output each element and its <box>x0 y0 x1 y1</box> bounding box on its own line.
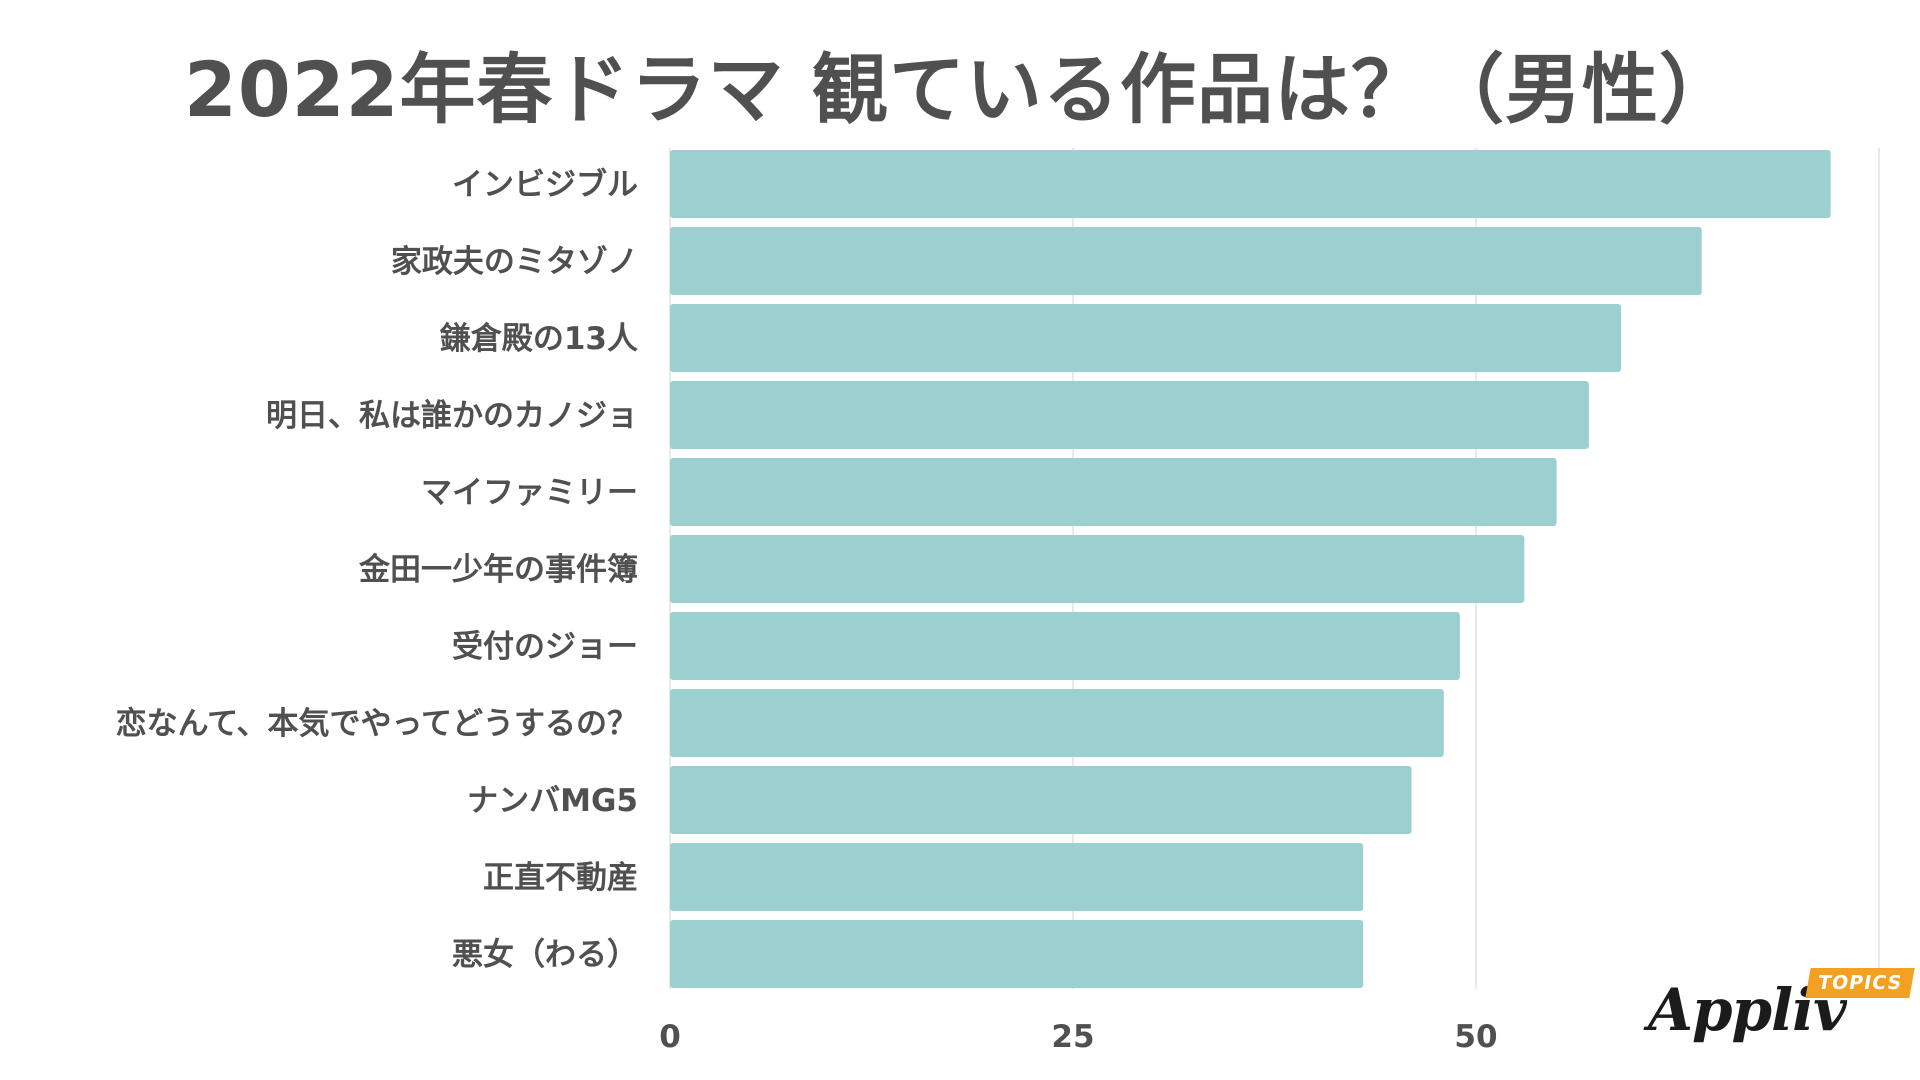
bar <box>670 920 1364 988</box>
bar <box>670 227 1702 295</box>
bar <box>670 150 1831 218</box>
bar <box>670 535 1525 603</box>
x-tick-label: 25 <box>1051 1019 1094 1055</box>
category-label: 明日、私は誰かのカノジョ <box>266 398 638 434</box>
logo-badge: TOPICS <box>1805 968 1915 998</box>
category-label: 悪女（わる） <box>452 937 638 973</box>
bars <box>670 150 1831 988</box>
bar <box>670 304 1622 372</box>
x-tick-label: 0 <box>659 1019 681 1055</box>
bar <box>670 381 1589 449</box>
category-label: インビジブル <box>452 167 638 203</box>
bar <box>670 689 1444 757</box>
category-label: 金田一少年の事件簿 <box>358 552 638 588</box>
category-label: 正直不動産 <box>483 860 638 896</box>
category-labels: インビジブル家政夫のミタゾノ鎌倉殿の13人明日、私は誰かのカノジョマイファミリー… <box>116 167 638 973</box>
category-label: マイファミリー <box>421 475 638 511</box>
x-axis-ticks: 0 25 50 <box>659 1019 1497 1055</box>
category-label: ナンバMG5 <box>467 783 638 819</box>
x-tick-label: 50 <box>1454 1019 1497 1055</box>
chart-title: 2022年春ドラマ 観ている作品は？（男性） <box>184 45 1736 134</box>
category-label: 家政夫のミタゾノ <box>391 244 638 280</box>
category-label: 受付のジョー <box>452 629 638 665</box>
bar <box>670 766 1412 834</box>
category-label: 鎌倉殿の13人 <box>440 321 638 357</box>
category-label: 恋なんて、本気でやってどうするの？ <box>116 706 638 742</box>
bar <box>670 843 1364 911</box>
appliv-topics-logo: Appliv TOPICS <box>1640 960 1915 1060</box>
bar <box>670 458 1557 526</box>
bar <box>670 612 1460 680</box>
